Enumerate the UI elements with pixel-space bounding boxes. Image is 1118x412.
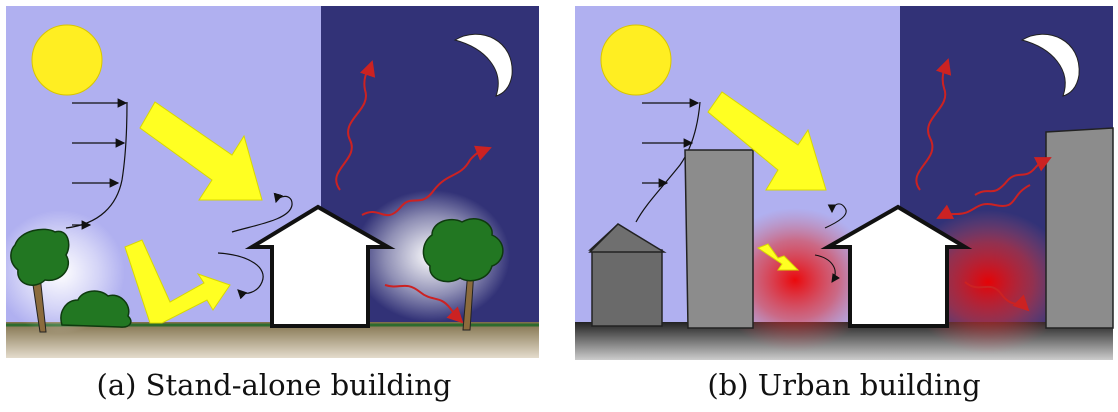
- moon-icon: [1020, 33, 1080, 97]
- wind-swirls: [814, 203, 847, 283]
- longwave-radiation: [335, 60, 492, 324]
- caption-urban: (b) Urban building: [707, 368, 981, 402]
- moon-icon: [453, 33, 513, 97]
- tall-building-left: [684, 149, 754, 329]
- panel-stand-alone: (a) Stand-alone building: [0, 0, 548, 412]
- wind-profile: [635, 98, 701, 223]
- caption-stand-alone: (a) Stand-alone building: [96, 368, 452, 402]
- house: [244, 204, 396, 328]
- house: [820, 204, 973, 328]
- wind-swirls: [217, 192, 293, 300]
- wind-profile: [65, 98, 128, 230]
- longwave-radiation: [915, 58, 1052, 312]
- stand-alone-illustration: [0, 6, 539, 358]
- panel-urban: (b) Urban building: [570, 0, 1118, 412]
- tree-right: [422, 218, 504, 331]
- sun-icon: [600, 24, 672, 96]
- tree-left: [10, 228, 70, 333]
- tall-building-right: [1045, 127, 1114, 329]
- solar-radiation-arrow: [707, 91, 827, 191]
- reflected-radiation-arrow: [756, 243, 800, 271]
- solar-radiation-arrow: [139, 101, 263, 201]
- bush: [60, 290, 132, 328]
- sun-icon: [31, 24, 103, 96]
- reflected-radiation-arrow: [124, 239, 231, 324]
- urban-illustration: [575, 6, 1114, 360]
